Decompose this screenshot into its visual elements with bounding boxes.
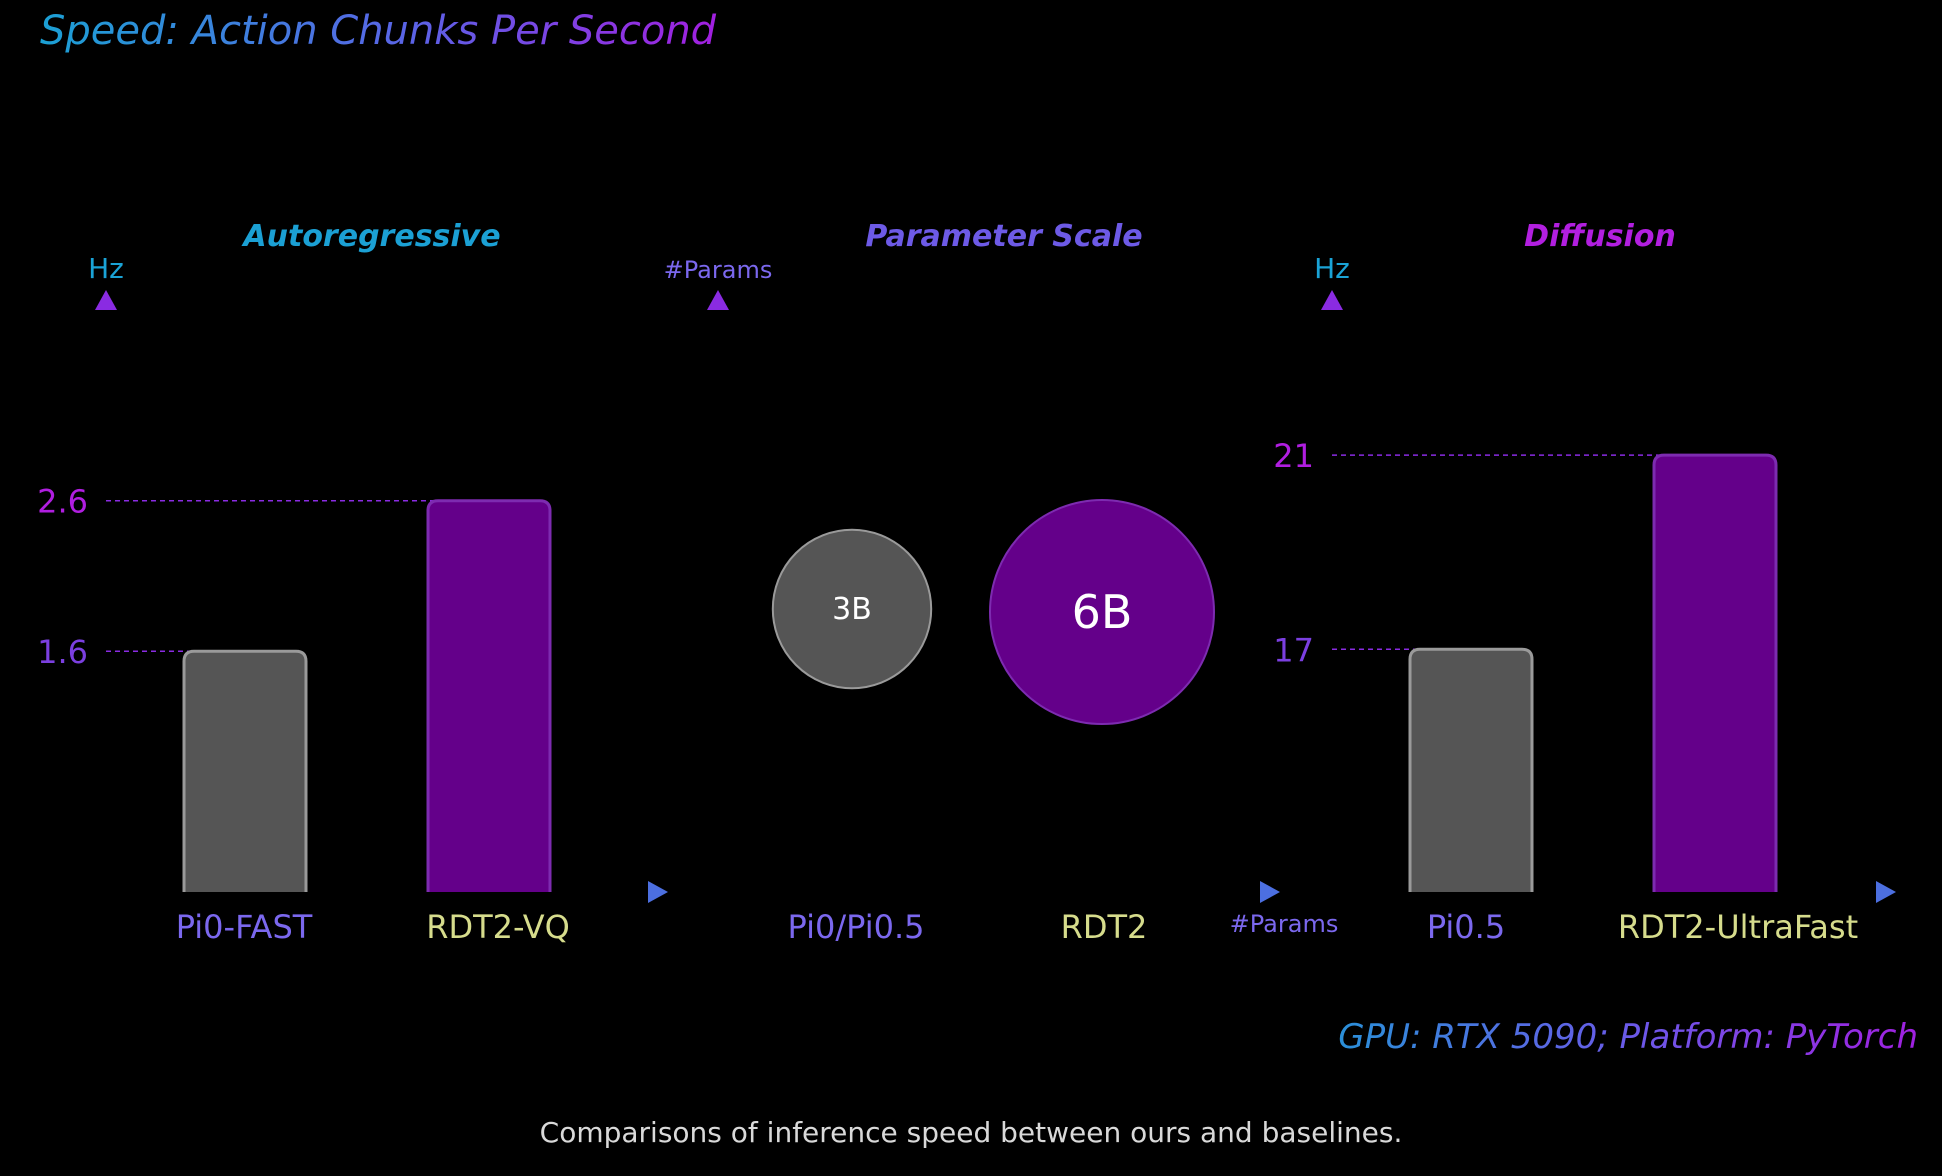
y-axis-arrow-icon	[1321, 290, 1343, 310]
bar	[182, 649, 308, 892]
y-axis-arrow-icon	[707, 290, 729, 310]
bar	[1408, 647, 1534, 892]
panel-title: Autoregressive	[241, 219, 500, 254]
x-axis-arrow-icon	[1876, 881, 1896, 903]
value-label: 21	[1273, 437, 1314, 475]
y-axis-arrow-icon	[95, 290, 117, 310]
param-bubble	[989, 499, 1215, 725]
panel-title: Parameter Scale	[865, 219, 1142, 254]
category-label: Pi0/Pi0.5	[788, 908, 925, 946]
x-axis-arrow-icon	[648, 881, 668, 903]
y-axis-label: Hz	[88, 252, 124, 285]
bubble-value-label: 3B	[832, 592, 872, 627]
chart-panel-3: Diffusion Hz Pi0.5 RDT2-UltraFast 17 21	[1273, 219, 1896, 946]
category-label: Pi0.5	[1427, 908, 1505, 946]
value-label: 1.6	[37, 633, 88, 671]
bar	[1652, 453, 1778, 892]
x-axis-arrow-icon	[1260, 881, 1280, 903]
bar	[426, 499, 552, 892]
param-bubble	[771, 528, 933, 690]
y-axis-label: #Params	[664, 256, 773, 284]
panel-title: Diffusion	[1524, 219, 1676, 254]
category-label: RDT2-UltraFast	[1618, 908, 1858, 946]
figure-caption: Comparisons of inference speed between o…	[539, 1116, 1403, 1149]
value-label: 2.6	[37, 483, 88, 521]
category-label: RDT2-VQ	[426, 908, 570, 946]
bubble-value-label: 6B	[1072, 585, 1133, 639]
y-axis-label: Hz	[1314, 252, 1350, 285]
category-label: Pi0-FAST	[176, 908, 313, 946]
x-axis-label: #Params	[1230, 910, 1339, 938]
chart-panels: Autoregressive Hz Pi0-FAST RDT2-VQ 1.6 2.6 Par…	[37, 219, 1896, 946]
category-label: RDT2	[1061, 908, 1148, 946]
chart-panel-2: Parameter Scale #Params Pi0/Pi0.5 RDT2 3B 6B #…	[664, 219, 1339, 946]
value-label: 17	[1273, 631, 1314, 669]
chart-panel-1: Autoregressive Hz Pi0-FAST RDT2-VQ 1.6 2.6	[37, 219, 668, 946]
page-title: Speed: Action Chunks Per Second	[40, 8, 717, 54]
gpu-platform-note: GPU: RTX 5090; Platform: PyTorch	[1338, 1017, 1918, 1057]
